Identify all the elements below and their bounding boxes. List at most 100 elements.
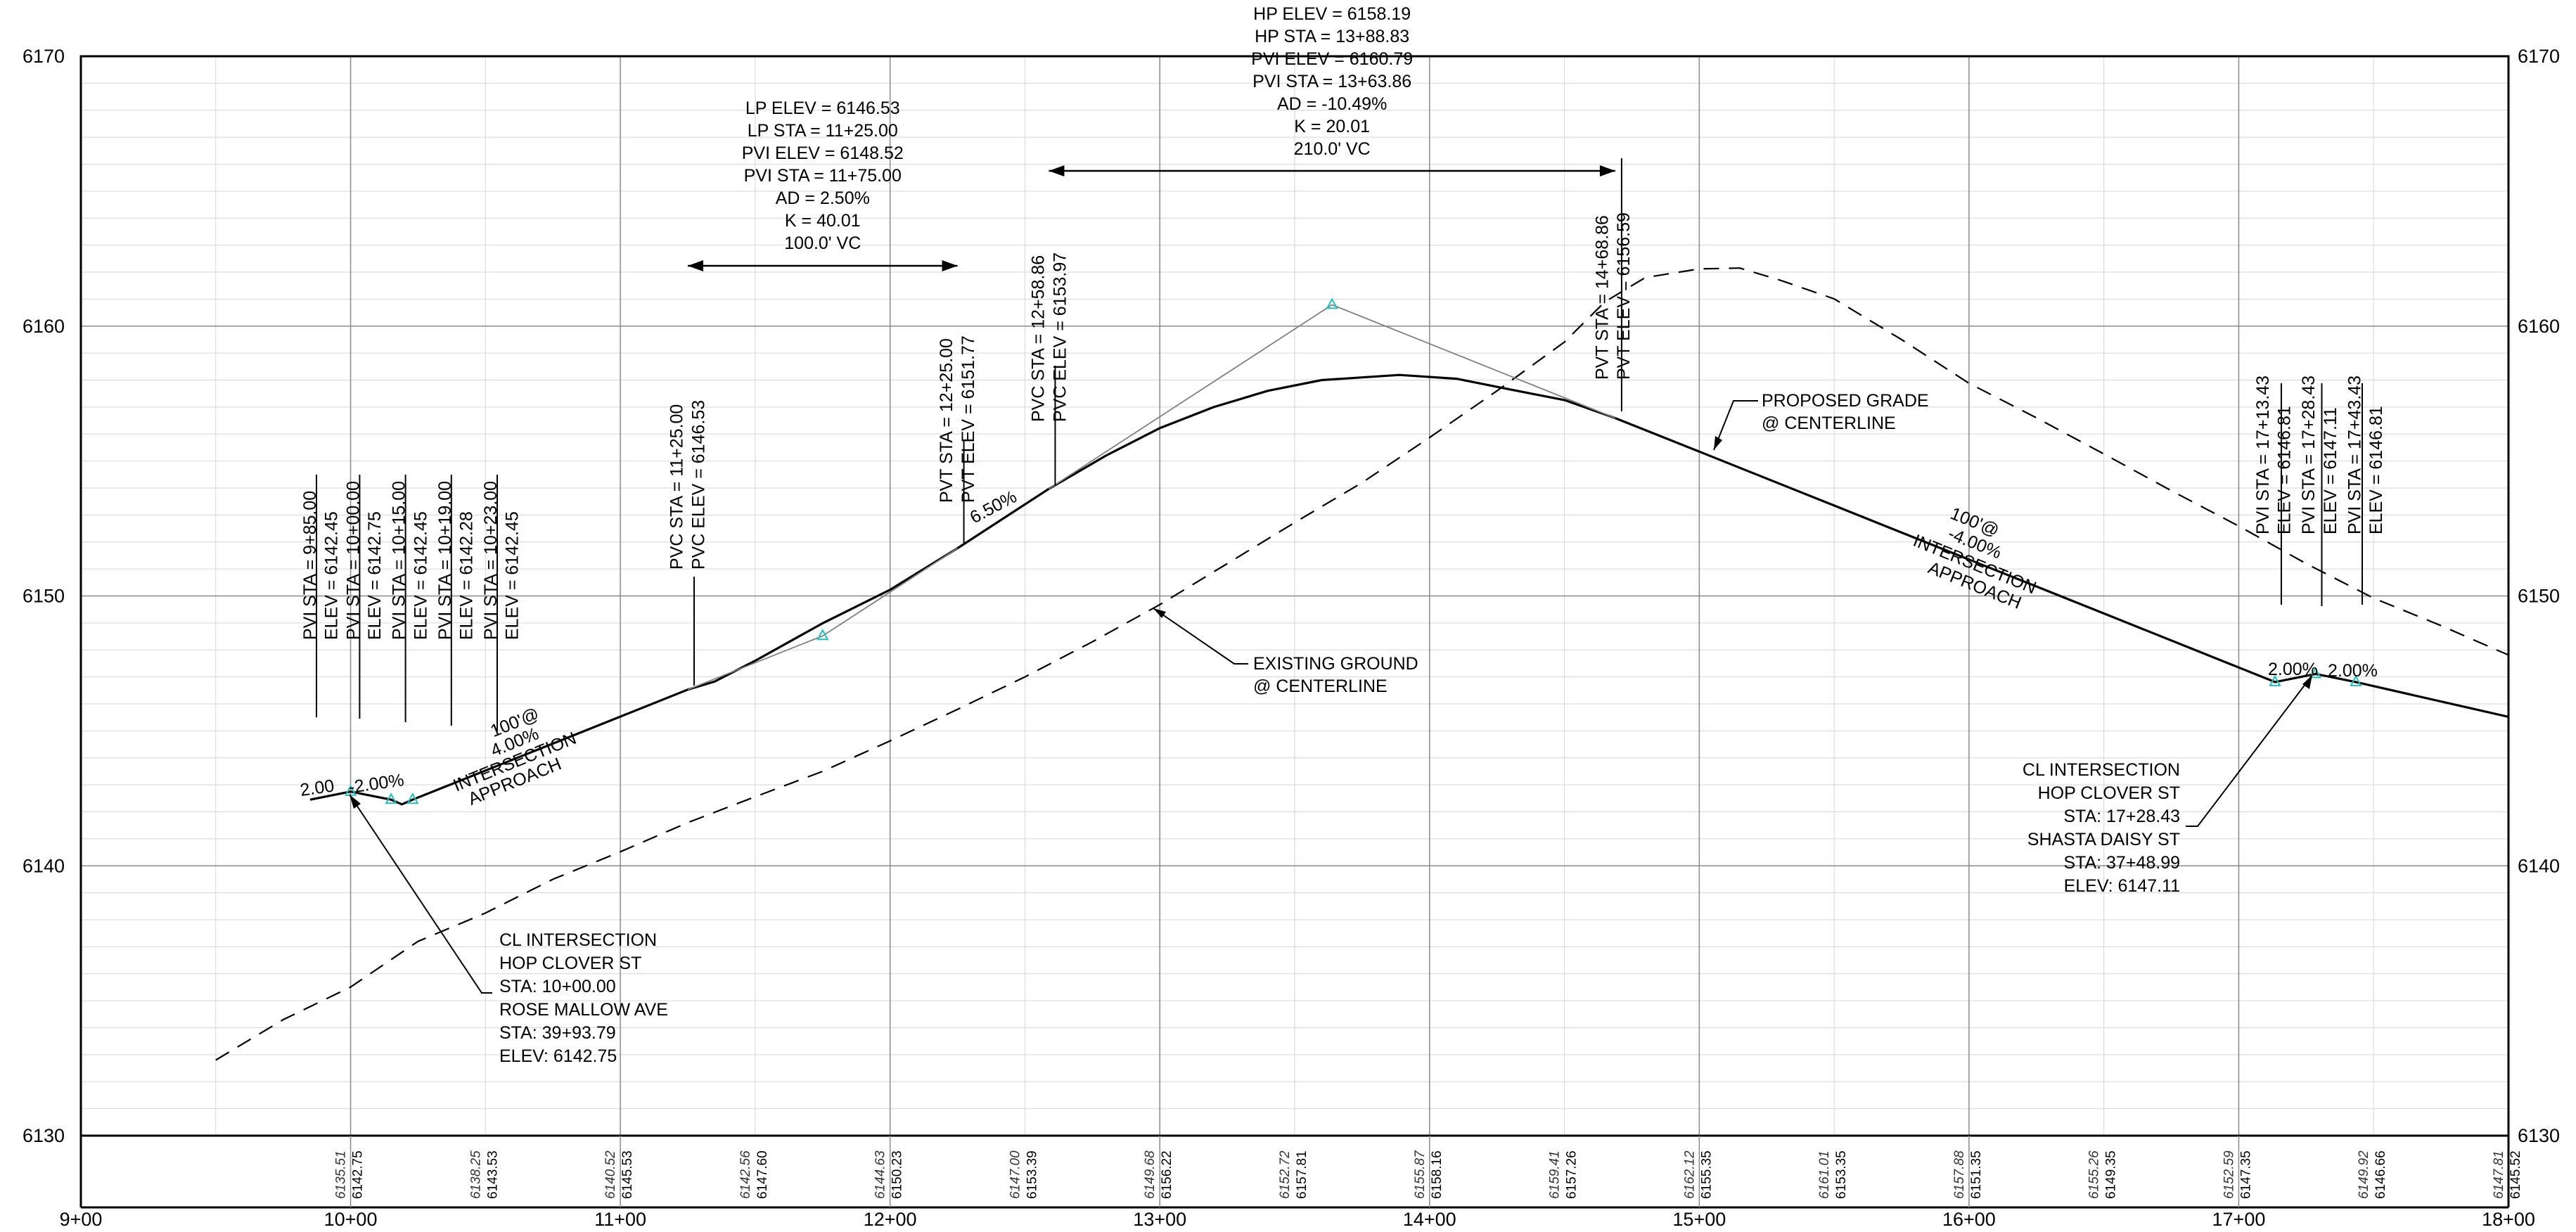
curve-data-line: K = 20.01	[1294, 117, 1370, 136]
intersection-callout-left: ELEV: 6142.75	[499, 1046, 617, 1066]
series-line	[1048, 304, 1616, 489]
station-tick-label: 11+00	[594, 1209, 646, 1230]
vertical-station-label: PVI STA = 10+23.00	[481, 481, 501, 640]
intersection-callout-left: STA: 39+93.79	[499, 1023, 616, 1043]
series-line	[687, 547, 959, 691]
elev-tick-label-right: 6170	[2518, 46, 2560, 67]
intersection-callout-right: ELEV: 6147.11	[2064, 876, 2180, 896]
vc-arrow-right-1	[942, 260, 958, 271]
proposed-elev-label: 6151.35	[1969, 1150, 1984, 1199]
proposed-elev-label: 6147.35	[2238, 1150, 2253, 1199]
existing-elev-label: 6149.92	[2357, 1150, 2371, 1199]
vertical-station-label: ELEV = 6146.81	[2275, 406, 2295, 534]
existing-elev-label: 6155.87	[1413, 1150, 1428, 1199]
existing-elev-label: 6159.41	[1548, 1150, 1563, 1199]
intersection-callout-left: STA: 10+00.00	[499, 977, 616, 996]
vertical-station-label: ELEV = 6146.81	[2366, 406, 2386, 534]
curve-data-line: LP ELEV = 6146.53	[745, 98, 900, 118]
existing-elev-label: 6155.26	[2087, 1150, 2102, 1199]
proposed-elev-label: 6150.23	[890, 1150, 905, 1199]
station-tick-labels: 9+00 10+00 11+00 12+00 13+00 14+00 15+00 16+00 1…	[60, 1209, 2535, 1230]
intersection-callout-left: ROSE MALLOW AVE	[499, 1000, 668, 1020]
elev-tick-label-left: 6150	[23, 586, 65, 607]
proposed-elev-label: 6157.81	[1295, 1150, 1309, 1199]
vertical-station-label: PVI STA = 17+43.43	[2345, 376, 2364, 534]
leader-lines	[316, 158, 2364, 994]
intersection-callout-right: SHASTA DAISY ST	[2027, 830, 2180, 849]
curve-data-line: HP ELEV = 6158.19	[1253, 4, 1411, 24]
pvi-marker	[2269, 674, 2281, 686]
existing-elev-label: 6152.59	[2222, 1150, 2236, 1199]
elev-tick-label-left: 6170	[23, 46, 65, 67]
pvi-marker	[385, 793, 397, 804]
pvi-marker	[816, 629, 829, 641]
vc-arrow-left-2	[1049, 165, 1065, 177]
existing-ground-leader	[1153, 608, 1248, 665]
vertical-station-label: PVT STA = 12+25.00	[937, 338, 956, 503]
intersection-callout-right: STA: 17+28.43	[2063, 807, 2180, 826]
curve-data-line: LP STA = 11+25.00	[748, 121, 898, 141]
vertical-station-label: PVT ELEV = 6151.77	[959, 335, 978, 503]
intersection-leader-left	[349, 794, 492, 994]
existing-ground-callout: @ CENTERLINE	[1253, 676, 1388, 696]
vertical-station-label: PVC STA = 12+58.86	[1029, 255, 1049, 422]
vertical-station-label: PVI STA = 17+28.43	[2299, 376, 2319, 534]
series-line	[215, 267, 2509, 1061]
intersection-callout-left: CL INTERSECTION	[499, 930, 657, 950]
existing-ground-callout: EXISTING GROUND	[1253, 654, 1418, 674]
vertical-station-label: ELEV = 6142.45	[322, 511, 342, 640]
station-tick-label: 13+00	[1133, 1209, 1186, 1230]
vertical-station-label: PVI STA = 10+15.00	[390, 481, 409, 640]
intersection-callout-right: STA: 37+48.99	[2063, 853, 2180, 873]
elev-tick-label-right: 6150	[2518, 586, 2560, 607]
pvi-markers	[344, 297, 2362, 804]
station-tick-label: 9+00	[60, 1209, 103, 1230]
profile-lines	[215, 267, 2509, 1061]
existing-elev-label: 6157.88	[1952, 1150, 1967, 1199]
existing-elev-label: 6144.63	[873, 1150, 888, 1199]
proposed-grade-callout: @ CENTERLINE	[1762, 413, 1896, 433]
intersection-callout-right: HOP CLOVER ST	[2038, 783, 2180, 803]
grade-label: 2.00	[299, 776, 335, 800]
elev-tick-label-right: 6130	[2518, 1125, 2560, 1146]
station-tick-label: 18+00	[2482, 1209, 2535, 1230]
grade-label: 2.00%	[2328, 661, 2378, 681]
curve-data-line: K = 40.01	[785, 211, 861, 231]
proposed-elev-label: 6143.53	[485, 1150, 500, 1199]
vertical-station-label: PVC ELEV = 6153.97	[1050, 252, 1070, 422]
curve-data-line: PVI ELEV = 6160.79	[1251, 49, 1413, 69]
existing-elev-label: 6161.01	[1817, 1150, 1832, 1199]
elev-tick-label-right: 6160	[2518, 316, 2560, 337]
vertical-station-label: ELEV = 6147.11	[2321, 407, 2340, 534]
curve-data-line: PVI STA = 11+75.00	[744, 166, 902, 186]
intersection-callout-right: CL INTERSECTION	[2023, 760, 2180, 780]
grade-label: 2.00%	[2268, 660, 2318, 679]
pvi-marker	[1326, 297, 1338, 309]
intersection-arrow-left	[350, 795, 361, 809]
proposed-elev-label: 6142.75	[351, 1150, 366, 1199]
vertical-station-label: PVC STA = 11+25.00	[667, 404, 687, 570]
intersection-arrow-right	[2302, 675, 2312, 689]
vertical-station-label: ELEV = 6142.45	[503, 511, 523, 640]
curve-data-line: PVI STA = 13+63.86	[1252, 72, 1411, 91]
existing-elev-label: 6138.25	[468, 1150, 483, 1199]
vertical-station-label: PVI STA = 9+85.00	[300, 491, 320, 640]
existing-ground-arrow	[1153, 608, 1166, 618]
proposed-elev-label: 6145.53	[620, 1150, 635, 1199]
vertical-station-label: PVI STA = 10+19.00	[435, 481, 455, 640]
elev-tick-label-right: 6140	[2518, 855, 2560, 876]
pvi-marker	[2350, 674, 2362, 686]
station-tick-label: 14+00	[1403, 1209, 1456, 1230]
vertical-station-label: PVI STA = 17+13.43	[2253, 376, 2273, 534]
proposed-elev-label: 6147.60	[755, 1150, 770, 1199]
vc-arrow-left-1	[688, 260, 703, 271]
curve-data-line: PVI ELEV = 6148.52	[742, 143, 904, 163]
existing-elev-label: 6135.51	[334, 1150, 349, 1199]
proposed-grade-arrow	[1714, 436, 1722, 450]
existing-elev-label: 6142.56	[738, 1150, 753, 1199]
station-tick-label: 15+00	[1672, 1209, 1726, 1230]
existing-elev-label: 6162.12	[1682, 1150, 1697, 1199]
vc-arrow-right-2	[1599, 165, 1615, 177]
curve-data-line: HP STA = 13+88.83	[1255, 27, 1409, 46]
